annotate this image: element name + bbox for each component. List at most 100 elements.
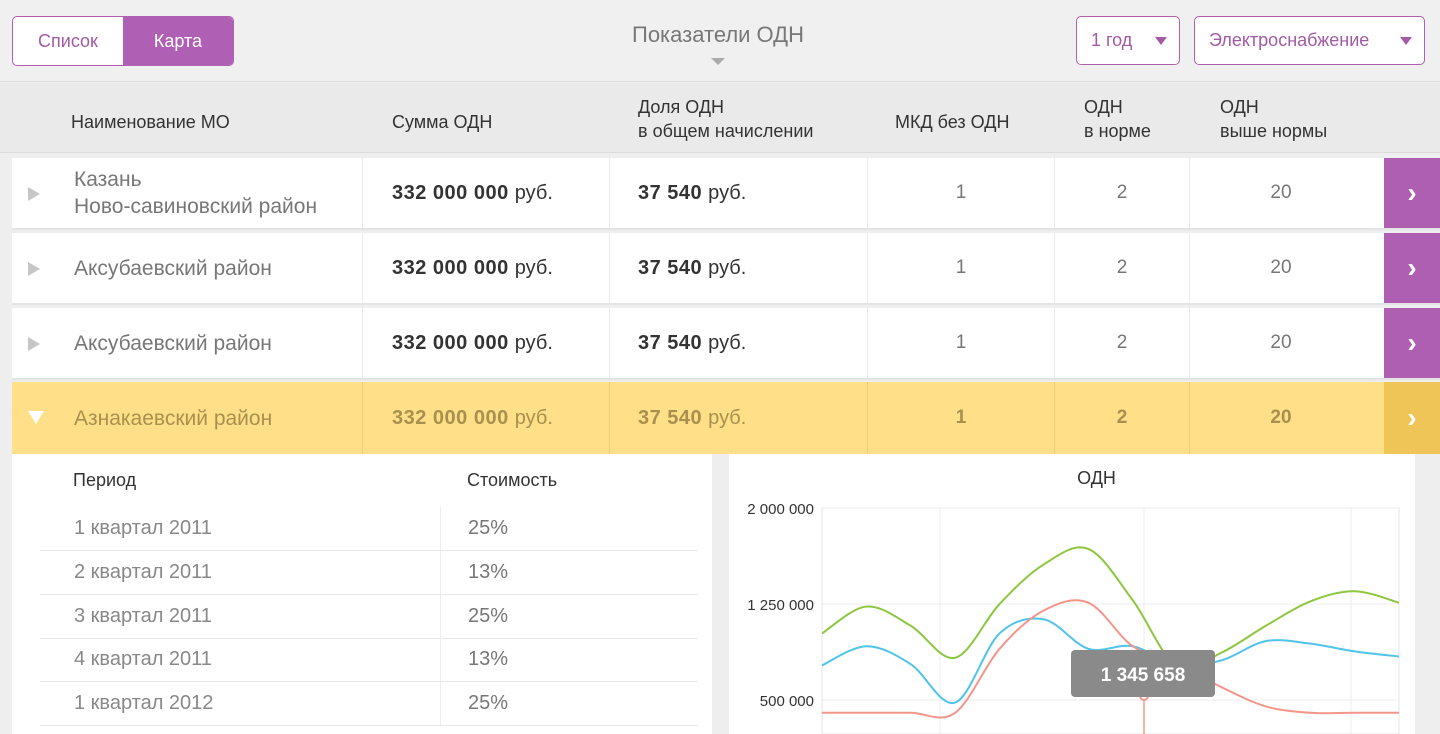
row-name-line2: Ново-савиновский район: [74, 195, 318, 218]
collapse-triangle-icon[interactable]: [28, 411, 44, 424]
row-above: 20: [1270, 407, 1292, 428]
chart-panel: ОДН 2 000 000 1 250 000 500 000 1 345 658: [729, 454, 1415, 734]
chevron-right-icon: ›: [1407, 252, 1417, 283]
detail-period: 2 квартал 2011: [74, 561, 212, 583]
detail-row: 1 квартал 2012 25%: [40, 682, 698, 726]
header-norm-line1: ОДН: [1084, 97, 1123, 117]
row-sum-value: 332 000 000: [392, 331, 509, 354]
expand-triangle-icon[interactable]: [28, 262, 40, 276]
currency: руб.: [514, 256, 553, 279]
row-open-button[interactable]: ›: [1384, 308, 1440, 378]
period-select-value: 1 год: [1091, 30, 1133, 50]
row-share-value: 37 540: [638, 181, 703, 204]
row-name: Казань Ново-савиновский район: [74, 158, 317, 228]
header-above-line1: ОДН: [1220, 97, 1259, 117]
y-tick-label: 500 000: [760, 693, 814, 710]
detail-row: 2 квартал 2011 13%: [40, 551, 698, 595]
chevron-right-icon: ›: [1407, 327, 1417, 358]
row-mkd: 1: [955, 332, 967, 353]
detail-period: 1 квартал 2011: [74, 517, 212, 539]
currency: руб.: [708, 181, 747, 204]
row-mkd: 1: [955, 182, 967, 203]
detail-header-period: Период: [73, 470, 137, 490]
detail-row: 4 квартал 2011 13%: [40, 638, 698, 682]
row-share-value: 37 540: [638, 406, 703, 429]
header-above: ОДН выше нормы: [1220, 95, 1327, 143]
row-mkd: 1: [955, 257, 967, 278]
detail-period: 3 квартал 2011: [74, 605, 212, 627]
table-row[interactable]: Казань Ново-савиновский район 332 000 00…: [12, 158, 1440, 230]
detail-period: 4 квартал 2011: [74, 648, 212, 670]
row-open-button[interactable]: ›: [1384, 158, 1440, 228]
row-norm: 2: [1116, 332, 1128, 353]
header-sum: Сумма ОДН: [392, 112, 493, 132]
detail-header-cost: Стоимость: [467, 470, 558, 490]
row-above: 20: [1270, 332, 1292, 353]
expand-triangle-icon[interactable]: [28, 187, 40, 201]
currency: руб.: [708, 406, 747, 429]
row-share-value: 37 540: [638, 331, 703, 354]
row-name-line1: Казань: [74, 168, 142, 191]
header-share-line1: Доля ОДН: [638, 97, 725, 117]
currency: руб.: [708, 256, 747, 279]
tab-map[interactable]: Карта: [123, 17, 233, 65]
header-above-line2: выше нормы: [1220, 121, 1328, 141]
row-share: 37 540 руб.: [638, 233, 746, 303]
line-chart[interactable]: 2 000 000 1 250 000 500 000 1 345 658: [729, 454, 1415, 734]
top-bar: Список Карта Показатели ОДН 1 год Электр…: [0, 0, 1440, 82]
tooltip-box: [1071, 650, 1215, 697]
chevron-down-icon: [1400, 37, 1412, 45]
row-share-value: 37 540: [638, 256, 703, 279]
view-switch: Список Карта: [12, 16, 234, 66]
resource-select-value: Электроснабжение: [1209, 30, 1370, 50]
y-tick-label: 2 000 000: [747, 501, 814, 518]
tooltip-value: 1 345 658: [1101, 665, 1186, 686]
resource-select[interactable]: Электроснабжение: [1194, 16, 1425, 65]
header-mkd: МКД без ОДН: [895, 112, 1010, 132]
series-line-green: [822, 546, 1399, 671]
row-sum: 332 000 000 руб.: [392, 233, 553, 303]
row-above: 20: [1270, 257, 1292, 278]
row-open-button[interactable]: ›: [1384, 233, 1440, 303]
row-name: Аксубаевский район: [74, 331, 272, 355]
detail-value: 13%: [468, 561, 509, 583]
header-name: Наименование МО: [71, 112, 230, 132]
expand-triangle-icon[interactable]: [28, 337, 40, 351]
chevron-down-icon: [1155, 37, 1167, 45]
chart-title: ОДН: [1077, 468, 1116, 488]
detail-table: Период Стоимость 1 квартал 2011 25% 2 кв…: [12, 454, 712, 734]
series-line-red: [822, 599, 1399, 719]
row-norm: 2: [1116, 182, 1128, 203]
row-name: Аксубаевский район: [74, 256, 272, 280]
header-norm: ОДН в норме: [1084, 95, 1151, 143]
detail-row: 1 квартал 2011 25%: [40, 507, 698, 551]
tab-list[interactable]: Список: [38, 30, 98, 51]
row-norm: 2: [1116, 407, 1128, 428]
row-mkd: 1: [955, 407, 967, 428]
detail-value: 25%: [468, 605, 509, 627]
header-share-line2: в общем начислении: [638, 121, 814, 141]
row-share: 37 540 руб.: [638, 158, 746, 228]
row-share: 37 540 руб.: [638, 308, 746, 378]
table-row-selected[interactable]: Азнакаевский район 332 000 000 руб. 37 54…: [12, 382, 1440, 454]
detail-value: 25%: [468, 517, 509, 539]
row-name: Азнакаевский район: [74, 406, 273, 430]
table-header: Наименование МО Сумма ОДН Доля ОДН в общ…: [0, 83, 1440, 153]
detail-value: 25%: [468, 692, 509, 714]
header-share: Доля ОДН в общем начислении: [638, 95, 813, 143]
table-row[interactable]: Аксубаевский район 332 000 000 руб. 37 54…: [12, 308, 1440, 380]
currency: руб.: [708, 331, 747, 354]
table-row[interactable]: Аксубаевский район 332 000 000 руб. 37 54…: [12, 233, 1440, 305]
y-tick-label: 1 250 000: [747, 597, 814, 614]
row-sum-value: 332 000 000: [392, 406, 509, 429]
detail-period: 1 квартал 2012: [74, 692, 214, 714]
chevron-right-icon: ›: [1407, 402, 1417, 433]
page-title[interactable]: Показатели ОДН: [632, 22, 804, 47]
row-share: 37 540 руб.: [638, 382, 746, 454]
row-sum: 332 000 000 руб.: [392, 382, 553, 454]
row-sum-value: 332 000 000: [392, 181, 509, 204]
row-above: 20: [1270, 182, 1292, 203]
period-select[interactable]: 1 год: [1076, 16, 1180, 65]
title-chevron-down-icon[interactable]: [711, 58, 725, 65]
row-open-button[interactable]: ›: [1384, 382, 1440, 454]
